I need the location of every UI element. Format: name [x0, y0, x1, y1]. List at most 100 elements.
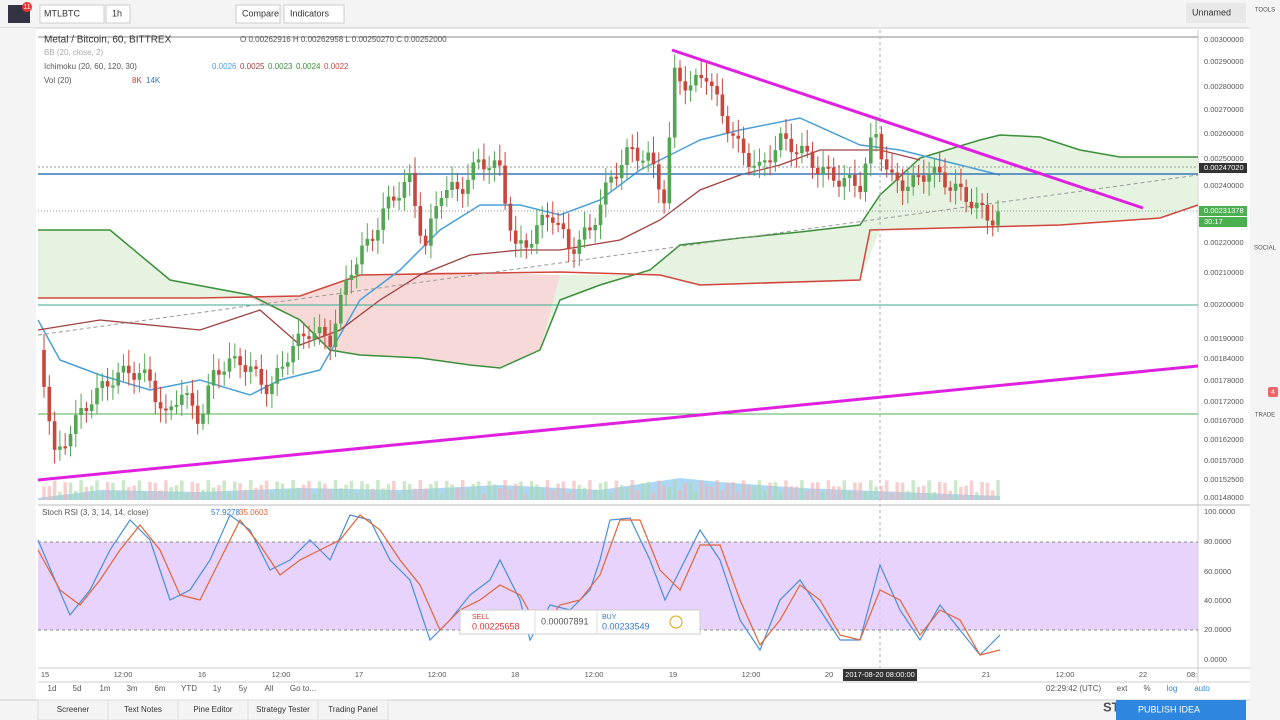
symbol-box[interactable]: [39, 4, 105, 24]
volume-bar: [651, 492, 656, 500]
candle-body: [482, 159, 486, 170]
volume-bar: [84, 486, 89, 500]
compare-button[interactable]: Compare: [242, 8, 279, 18]
symbol[interactable]: MTLBTC: [44, 8, 81, 18]
time-marker: [843, 669, 917, 681]
time-label: 21: [982, 670, 990, 679]
vol-value: 14K: [146, 76, 161, 85]
sell-price[interactable]: 0.00225658: [472, 621, 520, 631]
axis-option[interactable]: log: [1167, 684, 1178, 693]
time-label: 12:00: [114, 670, 133, 679]
candle-body: [227, 358, 232, 372]
time-label: 12:00: [742, 670, 761, 679]
price-label: 0.00157000: [1204, 456, 1244, 465]
candle-body: [105, 381, 110, 387]
axis-option[interactable]: auto: [1194, 684, 1210, 693]
candle-body: [158, 402, 163, 409]
volume-bar: [450, 484, 454, 500]
candle-body: [47, 386, 52, 422]
tab-label[interactable]: Text Notes: [124, 705, 162, 714]
sell-label[interactable]: SELL: [472, 614, 489, 621]
volume-bar: [635, 489, 640, 500]
volume-bar: [975, 492, 979, 500]
interval[interactable]: 1h: [112, 8, 122, 18]
volume-bar: [810, 482, 815, 500]
time-label: 08:: [1187, 670, 1197, 679]
candle-body: [667, 137, 672, 204]
tab-label[interactable]: Trading Panel: [328, 705, 378, 714]
social-label: SOCIAL: [1254, 246, 1277, 252]
volume-bar: [153, 482, 158, 500]
volume-bar: [169, 487, 173, 500]
candle-body: [127, 365, 131, 374]
volume-bar: [725, 482, 730, 500]
volume-bar: [784, 480, 788, 500]
volume-bar: [301, 484, 306, 500]
volume-bar: [286, 489, 290, 500]
range-button[interactable]: 1d: [48, 684, 57, 693]
candle-body: [270, 383, 274, 394]
candle-body: [985, 204, 990, 221]
volume-bar: [217, 485, 221, 500]
volume-bar: [535, 484, 539, 500]
price-label: 0.00184000: [1204, 354, 1244, 363]
buy-label[interactable]: BUY: [602, 614, 617, 621]
tab-label[interactable]: Strategy Tester: [256, 705, 310, 714]
volume-bar: [206, 480, 211, 500]
range-button[interactable]: 5y: [239, 684, 247, 693]
volume-bar: [863, 491, 868, 500]
volume-bar: [201, 490, 205, 500]
layout-name[interactable]: Unnamed: [1192, 7, 1231, 17]
left-toolbar: [0, 28, 36, 700]
volume-bar: [593, 489, 597, 500]
price-label: 0.00231378: [1204, 206, 1244, 215]
publish-idea[interactable]: PUBLISH IDEA: [1138, 704, 1200, 714]
buy-price[interactable]: 0.00233549: [602, 621, 650, 631]
volume-bar: [741, 480, 746, 500]
volume-bar: [789, 485, 794, 500]
volume-bar: [312, 493, 317, 500]
candle-body: [768, 160, 772, 163]
volume-bar: [471, 483, 476, 500]
candle-body: [450, 182, 454, 190]
volume-bar: [243, 489, 248, 500]
price-label: 0.00172000: [1204, 397, 1244, 406]
candle-body: [763, 160, 767, 163]
candle-body: [582, 227, 587, 240]
range-button[interactable]: 6m: [154, 684, 165, 693]
volume-bar: [625, 487, 629, 500]
volume-bar: [248, 480, 253, 500]
clock: 02:29:42 (UTC): [1046, 684, 1101, 693]
stoch-value: 35.0603: [239, 508, 268, 517]
candle-body: [577, 239, 582, 254]
st-button[interactable]: ST: [1103, 699, 1120, 714]
stoch-value: 57.9278: [211, 508, 240, 517]
candle-body: [492, 160, 497, 169]
axis-option[interactable]: ext: [1117, 684, 1128, 693]
candle-body: [884, 159, 889, 170]
range-button[interactable]: 1m: [99, 684, 110, 693]
volume-bar: [879, 486, 884, 500]
range-button[interactable]: 1y: [213, 684, 221, 693]
range-button[interactable]: 5d: [73, 684, 82, 693]
range-button[interactable]: Go to...: [290, 684, 316, 693]
stoch-label: 60.0000: [1204, 567, 1231, 576]
tab-label[interactable]: Screener: [57, 705, 90, 714]
candle-body: [529, 243, 534, 248]
volume-bar: [291, 480, 295, 500]
candle-body: [434, 206, 438, 219]
indicators-button[interactable]: Indicators: [290, 8, 330, 18]
price-label: 30:17: [1204, 217, 1223, 226]
ichimoku-value: 0.0026: [212, 62, 237, 71]
candle-body: [837, 180, 841, 187]
axis-option[interactable]: %: [1143, 684, 1150, 693]
candle-body: [296, 333, 301, 347]
range-button[interactable]: All: [265, 684, 274, 693]
range-button[interactable]: YTD: [181, 684, 197, 693]
candle-body: [445, 189, 449, 198]
volume-bar: [858, 482, 862, 500]
candle-body: [323, 326, 327, 336]
volume-bar: [185, 492, 189, 500]
range-button[interactable]: 3m: [126, 684, 137, 693]
tab-label[interactable]: Pine Editor: [193, 705, 232, 714]
